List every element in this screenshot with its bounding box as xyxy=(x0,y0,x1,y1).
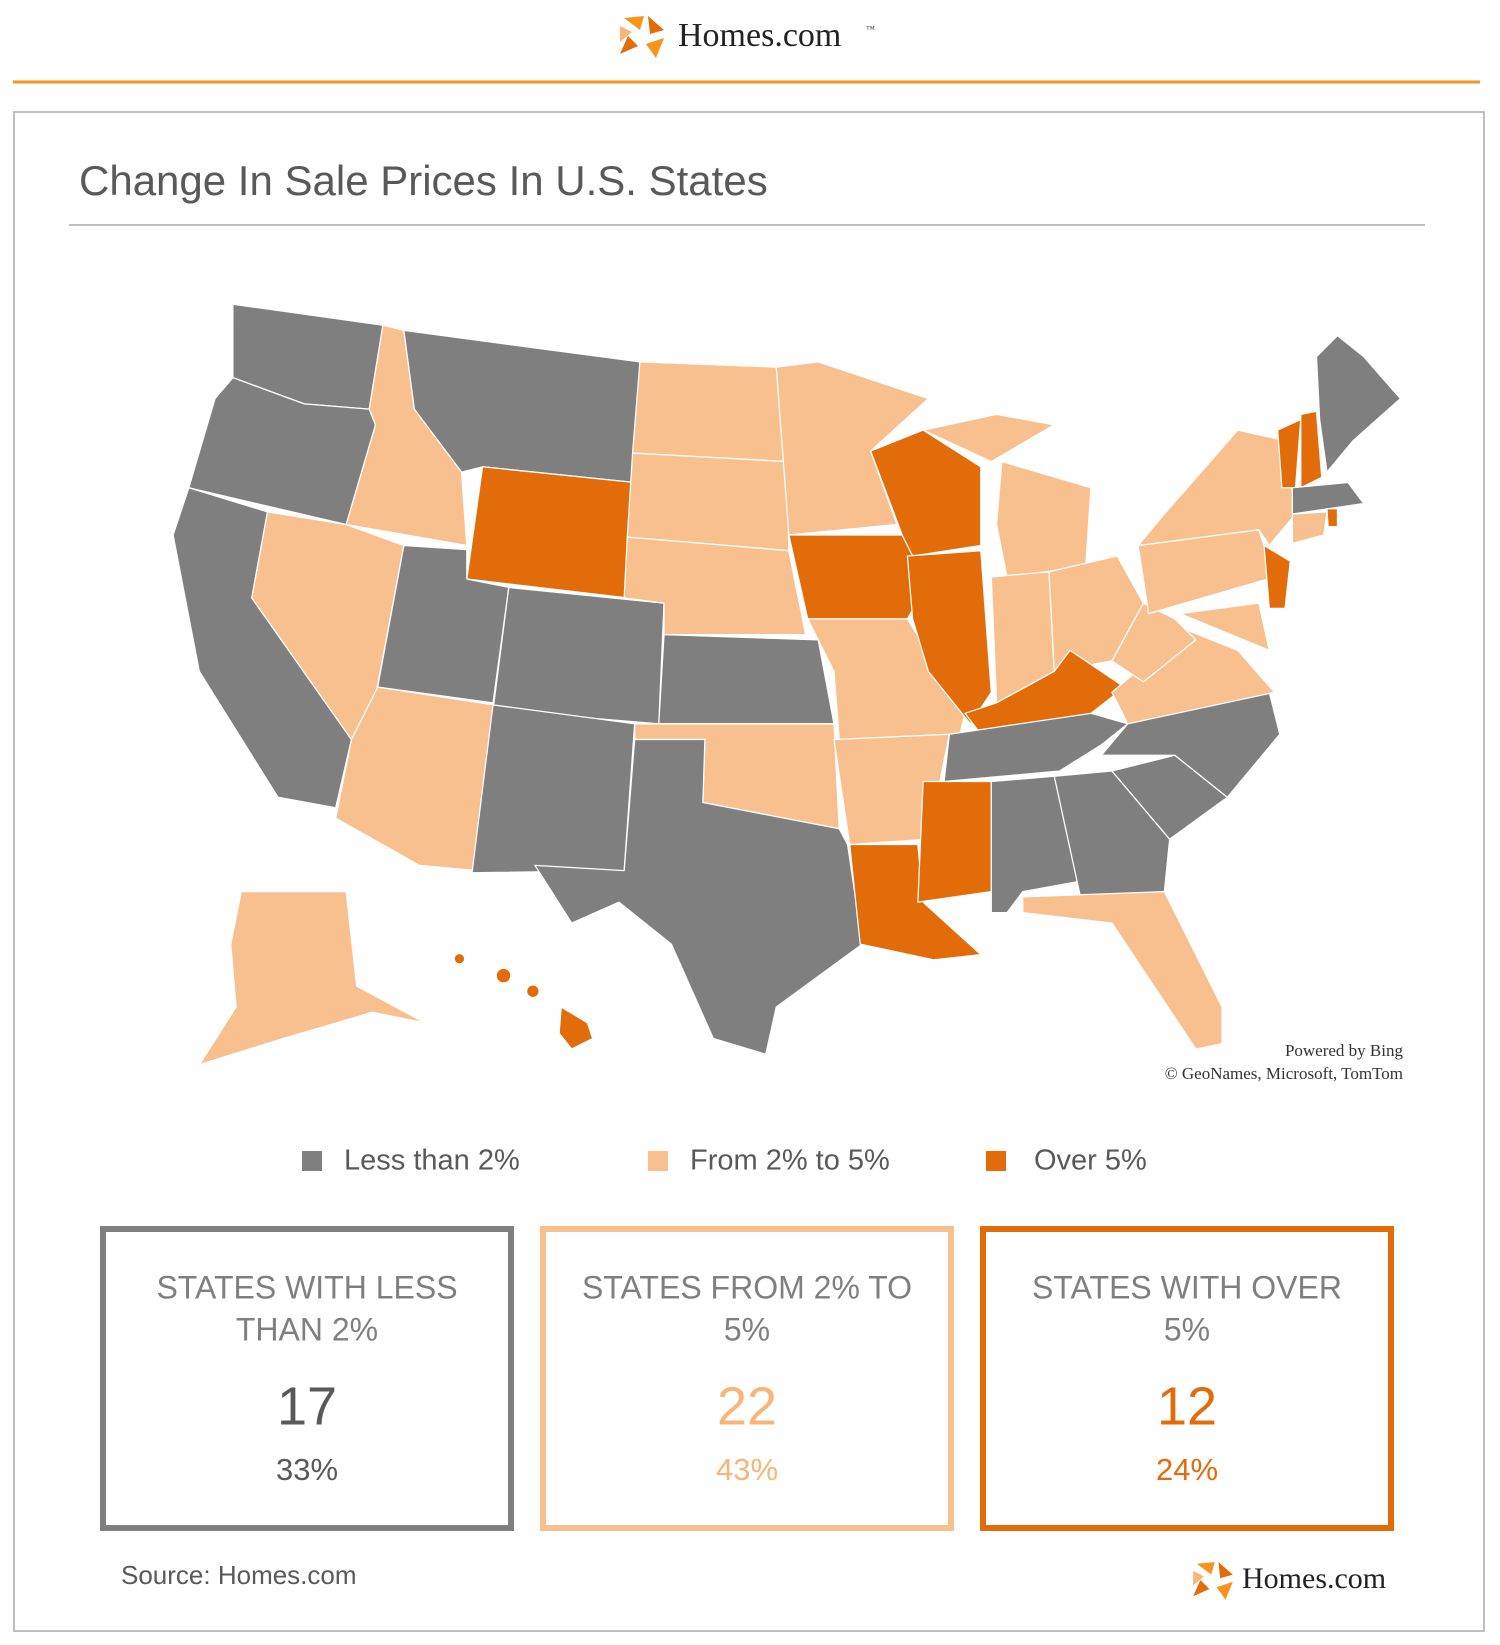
stat-label: THAN 2% xyxy=(236,1311,378,1347)
logo-icon xyxy=(620,16,664,58)
stat-box xyxy=(540,1226,954,1531)
source: Source: Homes.com xyxy=(121,1560,357,1590)
title: Change In Sale Prices In U.S. States xyxy=(79,157,768,204)
us-map xyxy=(172,303,1402,1066)
stat-percent: 43% xyxy=(716,1452,778,1487)
trademark: ™ xyxy=(866,24,875,34)
legend-label: From 2% to 5% xyxy=(690,1145,890,1177)
stat-percent: 24% xyxy=(1156,1452,1218,1487)
stat-label: STATES FROM 2% TO xyxy=(582,1269,912,1305)
legend-label: Less than 2% xyxy=(344,1145,520,1177)
logo-icon xyxy=(1193,1562,1233,1600)
stat-count: 12 xyxy=(1157,1376,1217,1436)
frame xyxy=(13,111,1485,1632)
legend-label: Over 5% xyxy=(1034,1145,1147,1177)
stat-box xyxy=(980,1226,1394,1531)
stat-box xyxy=(100,1226,514,1531)
brand: Homes.com xyxy=(678,17,841,54)
legend-swatch xyxy=(986,1151,1006,1171)
stat-label: 5% xyxy=(1164,1311,1210,1347)
stat-label: STATES WITH LESS xyxy=(156,1269,457,1305)
attribution: Powered by Bing xyxy=(1285,1041,1404,1060)
stat-label: 5% xyxy=(724,1311,770,1347)
stat-count: 22 xyxy=(717,1376,777,1436)
legend-swatch xyxy=(648,1151,668,1171)
stat-percent: 33% xyxy=(276,1452,338,1487)
attribution: © GeoNames, Microsoft, TomTom xyxy=(1165,1064,1403,1083)
legend-swatch xyxy=(302,1151,322,1171)
stat-label: STATES WITH OVER xyxy=(1032,1269,1342,1305)
stat-count: 17 xyxy=(277,1376,337,1436)
brand: Homes.com xyxy=(1242,1562,1386,1595)
